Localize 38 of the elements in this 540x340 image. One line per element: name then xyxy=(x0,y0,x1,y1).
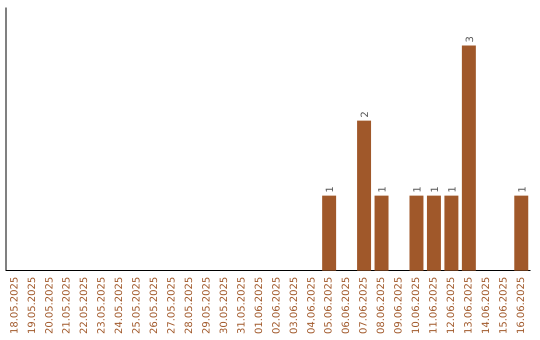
data-label: 1 xyxy=(378,186,389,193)
x-tick-label: 14.06.2025 xyxy=(480,276,492,334)
x-tick-label: 01.06.2025 xyxy=(254,276,265,334)
x-tick-label: 20.05.2025 xyxy=(44,276,56,334)
x-tick-label: 16.06.2025 xyxy=(516,276,527,334)
x-tick-label: 08.06.2025 xyxy=(376,276,388,334)
x-tick-label: 26.05.2025 xyxy=(149,276,160,334)
x-tick-label: 13.06.2025 xyxy=(463,276,474,334)
x-tick-label: 23.05.2025 xyxy=(96,276,108,334)
data-label: 1 xyxy=(447,186,458,193)
x-tick-label: 21.05.2025 xyxy=(62,276,73,334)
x-tick-label: 02.06.2025 xyxy=(271,276,282,334)
x-tick-label: 19.05.2025 xyxy=(26,276,38,334)
x-tick-label: 25.05.2025 xyxy=(132,276,143,334)
data-label: 1 xyxy=(325,186,336,193)
data-label: 3 xyxy=(464,36,476,43)
x-tick-label: 22.05.2025 xyxy=(79,276,90,334)
data-label: 1 xyxy=(412,186,424,193)
x-tick-label: 31.05.2025 xyxy=(236,276,248,334)
x-tick-label: 05.06.2025 xyxy=(324,276,335,334)
x-tick-label: 27.05.2025 xyxy=(166,276,178,334)
x-tick-label: 15.06.2025 xyxy=(498,276,510,334)
x-tick-label: 18.05.2025 xyxy=(9,276,20,334)
x-tick-label: 03.06.2025 xyxy=(288,276,300,334)
x-tick-label: 11.06.2025 xyxy=(428,276,440,334)
data-label: 2 xyxy=(360,111,372,118)
x-tick-label: 06.06.2025 xyxy=(341,276,352,334)
x-tick-label: 04.06.2025 xyxy=(306,276,318,334)
data-label: 1 xyxy=(430,186,441,193)
x-tick-label: 24.05.2025 xyxy=(114,276,126,334)
x-tick-label: 07.06.2025 xyxy=(358,276,370,334)
x-tick-label: 10.06.2025 xyxy=(411,276,422,334)
x-tick-label: 30.05.2025 xyxy=(218,276,230,334)
x-tick-label: 12.06.2025 xyxy=(446,276,457,334)
x-tick-label: 29.05.2025 xyxy=(201,276,212,334)
x-tick-label: 09.06.2025 xyxy=(394,276,405,334)
data-label: 1 xyxy=(517,186,528,193)
x-tick-label: 28.05.2025 xyxy=(184,276,195,334)
